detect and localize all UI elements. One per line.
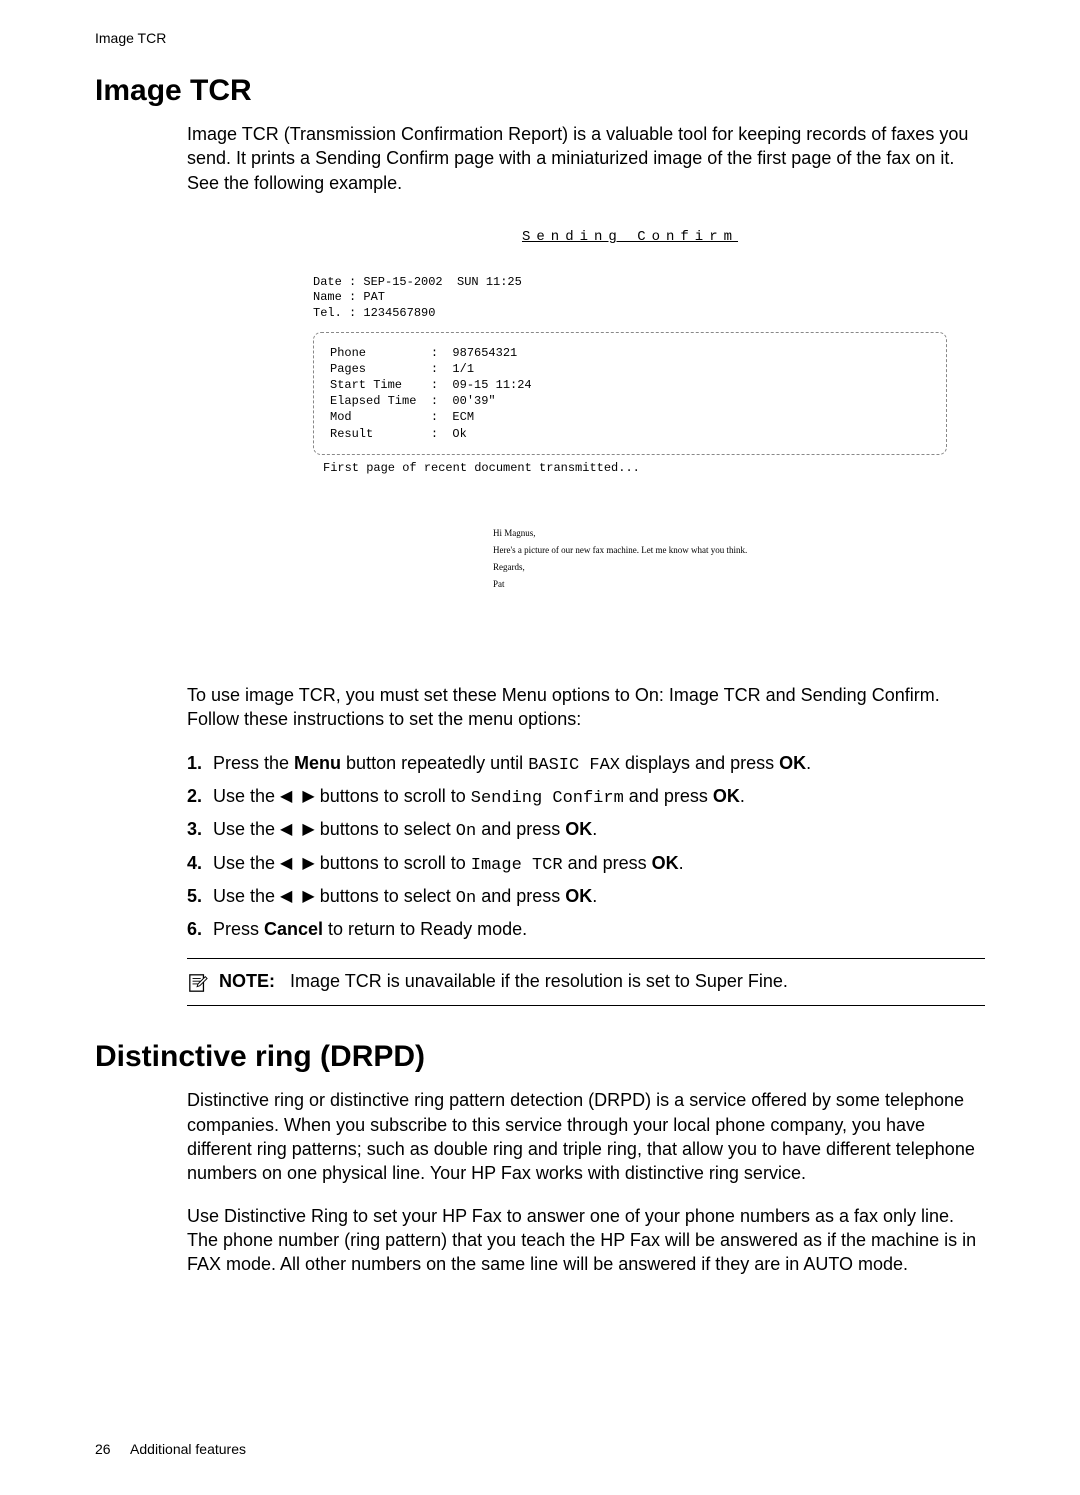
tiny-line-2: Here's a picture of our new fax machine.…: [493, 542, 947, 559]
left-arrow-icon: ◀: [280, 885, 292, 910]
confirm-tel: Tel. : 1234567890: [313, 306, 435, 320]
confirm-caption: First page of recent document transmitte…: [323, 461, 947, 475]
tiny-line-1: Hi Magnus,: [493, 525, 947, 542]
step-text: Use the ◀ ▶ buttons to select On and pre…: [213, 816, 985, 845]
note-text: NOTE: Image TCR is unavailable if the re…: [219, 971, 788, 992]
right-arrow-icon: ▶: [302, 818, 314, 843]
note-icon: [187, 973, 209, 993]
tiny-letter: Hi Magnus, Here's a picture of our new f…: [493, 525, 947, 593]
heading-drpd: Distinctive ring (DRPD): [95, 1040, 985, 1074]
left-arrow-icon: ◀: [280, 852, 292, 877]
step-text: Use the ◀ ▶ buttons to select On and pre…: [213, 883, 985, 912]
step-5: 5. Use the ◀ ▶ buttons to select On and …: [187, 883, 985, 912]
note-block: NOTE: Image TCR is unavailable if the re…: [187, 958, 985, 1006]
intro-paragraph: Image TCR (Transmission Confirmation Rep…: [187, 122, 985, 195]
confirm-details: Phone : 987654321 Pages : 1/1 Start Time…: [313, 332, 947, 455]
chapter-name: Additional features: [130, 1441, 246, 1457]
instructions-list: 1. Press the Menu button repeatedly unti…: [187, 750, 985, 945]
left-arrow-icon: ◀: [280, 818, 292, 843]
heading-image-tcr: Image TCR: [95, 74, 985, 108]
step-text: Press the Menu button repeatedly until B…: [213, 750, 985, 779]
step-6: 6. Press Cancel to return to Ready mode.: [187, 916, 985, 944]
step-1: 1. Press the Menu button repeatedly unti…: [187, 750, 985, 779]
step-text: Use the ◀ ▶ buttons to scroll to Image T…: [213, 850, 985, 879]
between-paragraph: To use image TCR, you must set these Men…: [187, 683, 985, 732]
page-footer: 26 Additional features: [95, 1441, 246, 1457]
step-text: Press Cancel to return to Ready mode.: [213, 916, 985, 944]
tiny-line-4: Pat: [493, 576, 947, 593]
running-header: Image TCR: [95, 30, 985, 46]
step-number: 3.: [187, 816, 213, 845]
tiny-line-3: Regards,: [493, 559, 947, 576]
confirm-date: Date : SEP-15-2002 SUN 11:25: [313, 275, 522, 289]
confirm-meta: Date : SEP-15-2002 SUN 11:25 Name : PAT …: [313, 275, 947, 322]
step-number: 6.: [187, 916, 213, 944]
drpd-paragraph-1: Distinctive ring or distinctive ring pat…: [187, 1088, 985, 1185]
sending-confirm-figure: Sending Confirm Date : SEP-15-2002 SUN 1…: [295, 215, 965, 643]
left-arrow-icon: ◀: [280, 785, 292, 810]
right-arrow-icon: ▶: [302, 852, 314, 877]
step-number: 5.: [187, 883, 213, 912]
drpd-paragraph-2: Use Distinctive Ring to set your HP Fax …: [187, 1204, 985, 1277]
step-3: 3. Use the ◀ ▶ buttons to select On and …: [187, 816, 985, 845]
step-4: 4. Use the ◀ ▶ buttons to scroll to Imag…: [187, 850, 985, 879]
note-label: NOTE:: [219, 971, 275, 991]
step-number: 1.: [187, 750, 213, 779]
step-2: 2. Use the ◀ ▶ buttons to scroll to Send…: [187, 783, 985, 812]
confirm-name: Name : PAT: [313, 290, 385, 304]
right-arrow-icon: ▶: [302, 785, 314, 810]
confirm-title: Sending Confirm: [313, 229, 947, 245]
step-number: 2.: [187, 783, 213, 812]
page-number: 26: [95, 1441, 111, 1457]
note-body: Image TCR is unavailable if the resoluti…: [290, 971, 788, 991]
right-arrow-icon: ▶: [302, 885, 314, 910]
step-text: Use the ◀ ▶ buttons to scroll to Sending…: [213, 783, 985, 812]
step-number: 4.: [187, 850, 213, 879]
